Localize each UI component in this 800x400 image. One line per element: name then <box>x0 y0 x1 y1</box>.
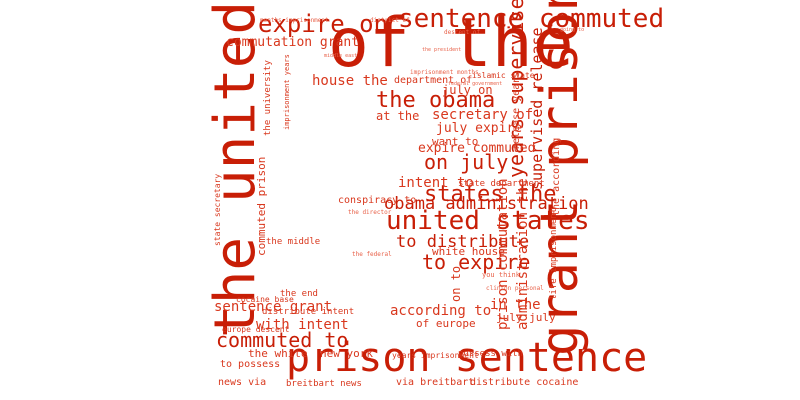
word-sentence-grant: sentence grant <box>214 299 333 315</box>
word-going-to: going to <box>560 27 585 33</box>
word-expire-on: expire on <box>258 10 389 38</box>
word-imprisonment-years: imprisonment years <box>283 54 291 130</box>
word-breitbart-news: breitbart news <box>286 379 362 389</box>
word-to-possess: to possess <box>220 359 281 370</box>
word-new-york: new york <box>320 347 373 360</box>
word-sentence-commuted: sentence commuted <box>398 4 665 34</box>
word-clinton-personal: clinton personal <box>486 285 544 292</box>
word-to-distribute: to distribute <box>396 232 530 252</box>
word-the-end: the end <box>280 289 318 299</box>
word-middle-east: middle east <box>324 53 358 59</box>
word-europe-descent: europe descent <box>222 325 290 334</box>
word-states-the: states the <box>424 182 557 207</box>
word-the-middle: the middle <box>266 237 321 247</box>
word-on-july: on july <box>424 150 509 174</box>
word-the-university: the university <box>263 60 273 136</box>
word-to-expire: to expire <box>422 250 531 274</box>
word-with-intent: with intent <box>256 317 349 333</box>
word-white-house: white house <box>432 245 505 258</box>
word-at-the: at the <box>376 109 420 123</box>
word-descent-of: descent of <box>444 29 481 36</box>
word-district-of: district of <box>370 17 410 24</box>
word-conspiracy-to: conspiracy to <box>338 195 417 206</box>
word-distribute-cocaine: distribute cocaine <box>470 377 579 388</box>
word-islamic-state: islamic state <box>472 71 535 80</box>
word-july-july: july july <box>496 311 556 324</box>
word-imprisonment-months: imprisonment months <box>410 69 479 76</box>
word-july-on: july on <box>442 83 493 97</box>
word-of-the: of the <box>328 4 574 83</box>
word-you-think: you think <box>482 271 520 279</box>
word-july-expire: july expire <box>436 121 523 136</box>
word-want-to: want to <box>432 135 479 148</box>
word-prison-sentence: prison sentence <box>286 335 648 381</box>
word-secretary-of: secretary of <box>432 107 534 123</box>
word-distribute-intent: distribute intent <box>262 307 355 317</box>
word-commutation-grant: commutation grant <box>226 35 360 50</box>
word-department-of: department of <box>394 75 473 86</box>
word-house-the: house the <box>312 73 388 89</box>
word-the-white: the white <box>248 347 308 360</box>
word-cloud: of the the united grant prison prison se… <box>200 0 664 400</box>
word-the-federal: the federal <box>352 251 392 258</box>
word-months-imprisonment: months imprisonment <box>260 17 329 24</box>
word-of-europe: of europe <box>416 317 476 330</box>
word-according-to: according to <box>390 303 492 319</box>
word-commuted-to: commuted to <box>216 328 349 352</box>
word-possess-with: possess with <box>458 349 524 359</box>
word-news-via: news via <box>218 377 267 388</box>
word-life-imprisonment: life imprisonment <box>549 207 559 300</box>
word-the-obama: the obama <box>376 88 496 113</box>
word-obama-administration: obama administration <box>384 194 589 214</box>
word-cocaine-base: cocaine base <box>236 295 294 304</box>
word-expire-commuted: expire commuted <box>418 141 536 156</box>
word-state-department: state department <box>458 179 545 189</box>
word-release-years: release years <box>511 71 522 150</box>
word-in-the: in the <box>490 297 541 313</box>
word-state-secretary: state secretary <box>213 173 222 246</box>
word-via-breitbart: via breitbart <box>396 377 475 388</box>
word-the-according: the according <box>551 137 562 216</box>
word-united-states: united states <box>386 206 590 236</box>
word-the-director: the director <box>348 209 392 216</box>
word-intent-to: intent to <box>398 175 474 191</box>
word-federal-government: federal government <box>448 81 503 87</box>
word-the-president: the president <box>422 47 462 53</box>
word-on-to: on to <box>449 265 463 302</box>
word-years-imprisonment: years imprisonment <box>392 351 479 360</box>
